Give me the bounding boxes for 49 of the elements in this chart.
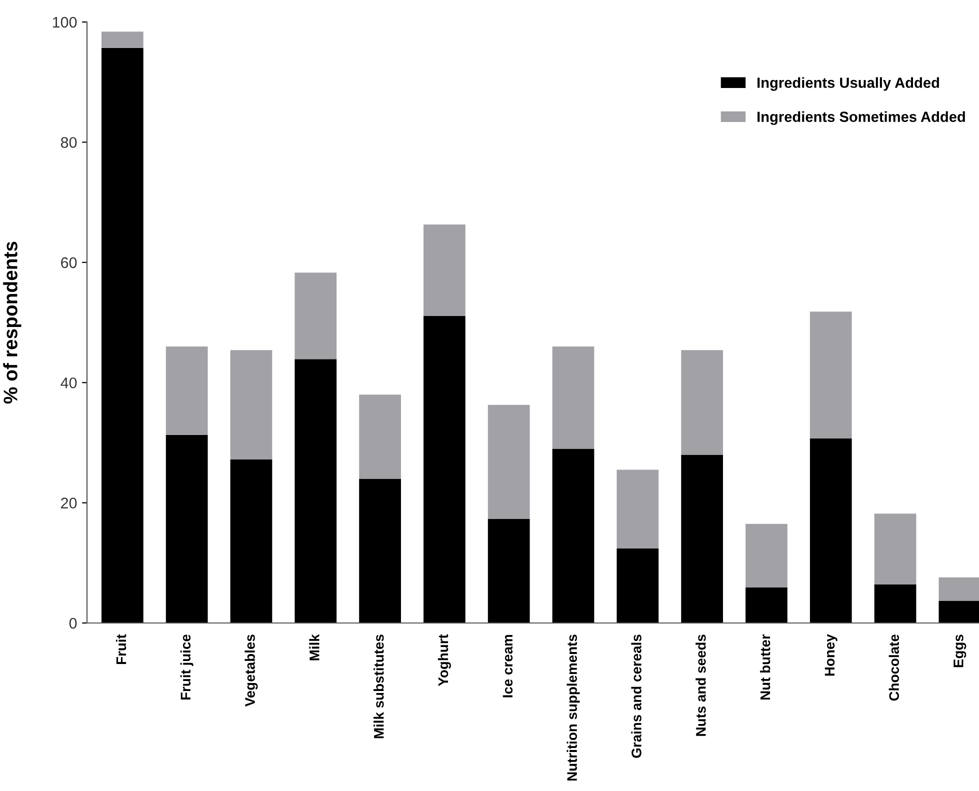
x-tick-label: Nut butter	[760, 634, 770, 700]
bar	[810, 438, 852, 623]
bar	[746, 588, 788, 623]
y-tick-label: 40	[60, 377, 77, 388]
x-tick-label: Grains and cereals	[631, 634, 642, 758]
bar	[424, 224, 466, 316]
bar	[294, 359, 337, 623]
bar	[101, 32, 144, 48]
x-tick-label: Honey	[824, 634, 838, 676]
bar	[230, 350, 272, 460]
bar	[874, 584, 916, 623]
bar	[616, 470, 659, 548]
x-tick-label: Nuts and seeds	[696, 634, 706, 736]
x-tick-label: Fruit	[116, 634, 126, 664]
bar	[681, 350, 723, 455]
bar	[424, 316, 466, 623]
bar	[552, 346, 594, 449]
bar	[874, 514, 916, 585]
y-axis-title: % of respondents	[3, 242, 22, 404]
bar	[810, 312, 852, 438]
bar	[616, 548, 659, 623]
bar	[166, 434, 208, 623]
x-tick-label: Nutrition supplements	[566, 634, 580, 781]
y-tick-label: 20	[61, 498, 77, 508]
bar	[166, 346, 208, 435]
bar	[488, 404, 530, 520]
x-tick-label: Ice cream	[502, 634, 513, 698]
x-tick-label: Milk substitutes	[374, 634, 384, 738]
x-tick-label: Milk	[309, 634, 320, 660]
x-tick-label: Vegetables	[244, 634, 258, 707]
x-tick-label: Chocolate	[888, 634, 900, 701]
bar	[552, 448, 594, 623]
y-tick-label: 100	[52, 16, 77, 28]
bar	[230, 460, 272, 623]
bar	[101, 48, 144, 623]
x-tick-label: Fruit juice	[180, 634, 194, 700]
x-tick-label: Eggs	[954, 634, 966, 668]
y-tick-label: 80	[60, 137, 77, 148]
legend-label: Ingredients Usually Added	[758, 77, 939, 91]
bar	[488, 519, 530, 623]
y-tick-label: 0	[69, 618, 77, 629]
bar	[359, 478, 401, 623]
bar	[681, 454, 723, 623]
x-tick-label: Yoghurt	[438, 634, 451, 686]
y-tick-label: 60	[61, 257, 77, 268]
legend-label: Ingredients Sometimes Added	[758, 111, 965, 125]
bar	[294, 272, 337, 360]
bar	[359, 394, 401, 479]
bar	[746, 524, 788, 588]
